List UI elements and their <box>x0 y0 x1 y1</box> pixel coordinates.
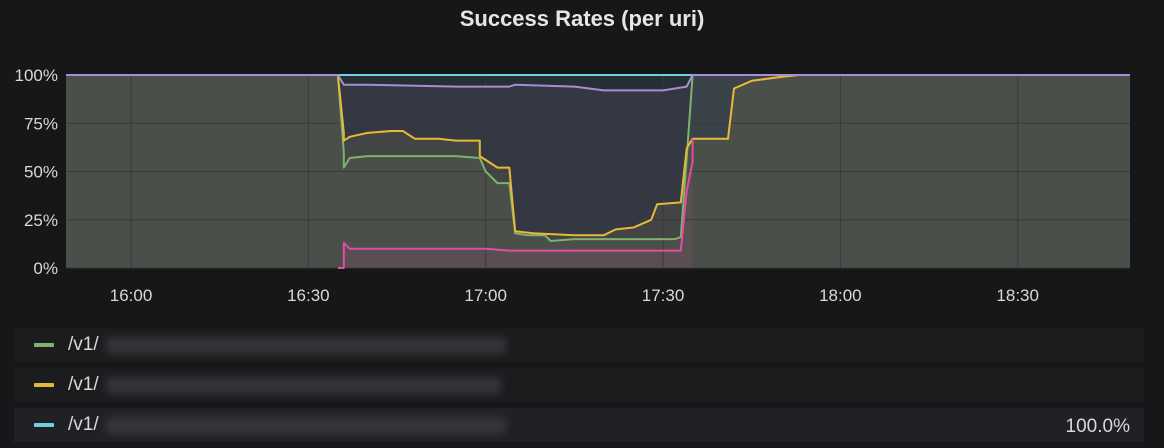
x-tick-label: 18:30 <box>996 286 1039 305</box>
series-line <box>66 74 1130 242</box>
redacted-text <box>106 417 506 434</box>
legend-item[interactable]: /v1/ 100.0% <box>14 408 1144 442</box>
legend-value: 100.0% <box>1065 416 1130 437</box>
series-line <box>337 138 694 269</box>
legend-label: /v1/ <box>68 374 99 395</box>
series-line <box>66 74 1130 237</box>
y-tick-label: 75% <box>24 114 58 133</box>
x-tick-label: 17:30 <box>642 286 685 305</box>
legend-swatch <box>34 383 54 387</box>
redacted-text <box>106 377 501 394</box>
x-tick-label: 16:00 <box>110 286 153 305</box>
legend-item[interactable]: /v1/ <box>14 368 1144 402</box>
y-tick-label: 100% <box>15 66 58 85</box>
x-tick-label: 16:30 <box>287 286 330 305</box>
y-tick-label: 0% <box>33 259 58 278</box>
legend-swatch <box>34 343 54 347</box>
legend-swatch <box>34 423 54 427</box>
chart-plot: 0% 25% 50% 75% 100% 16:00 16:30 17:00 17:30 18:00… <box>15 66 1130 305</box>
x-tick-label: 18:00 <box>819 286 862 305</box>
legend: /v1/ /v1/ /v1/ 100.0% <box>14 328 1144 448</box>
chart-title: Success Rates (per uri) <box>459 6 705 31</box>
x-tick-label: 17:00 <box>464 286 507 305</box>
redacted-text <box>106 337 506 354</box>
legend-item[interactable]: /v1/ <box>14 328 1144 362</box>
legend-label: /v1/ <box>68 414 99 435</box>
y-tick-label: 50% <box>24 163 58 182</box>
y-tick-label: 25% <box>24 211 58 230</box>
series-area <box>337 138 693 268</box>
legend-label: /v1/ <box>68 334 99 355</box>
series-line <box>66 74 1130 92</box>
